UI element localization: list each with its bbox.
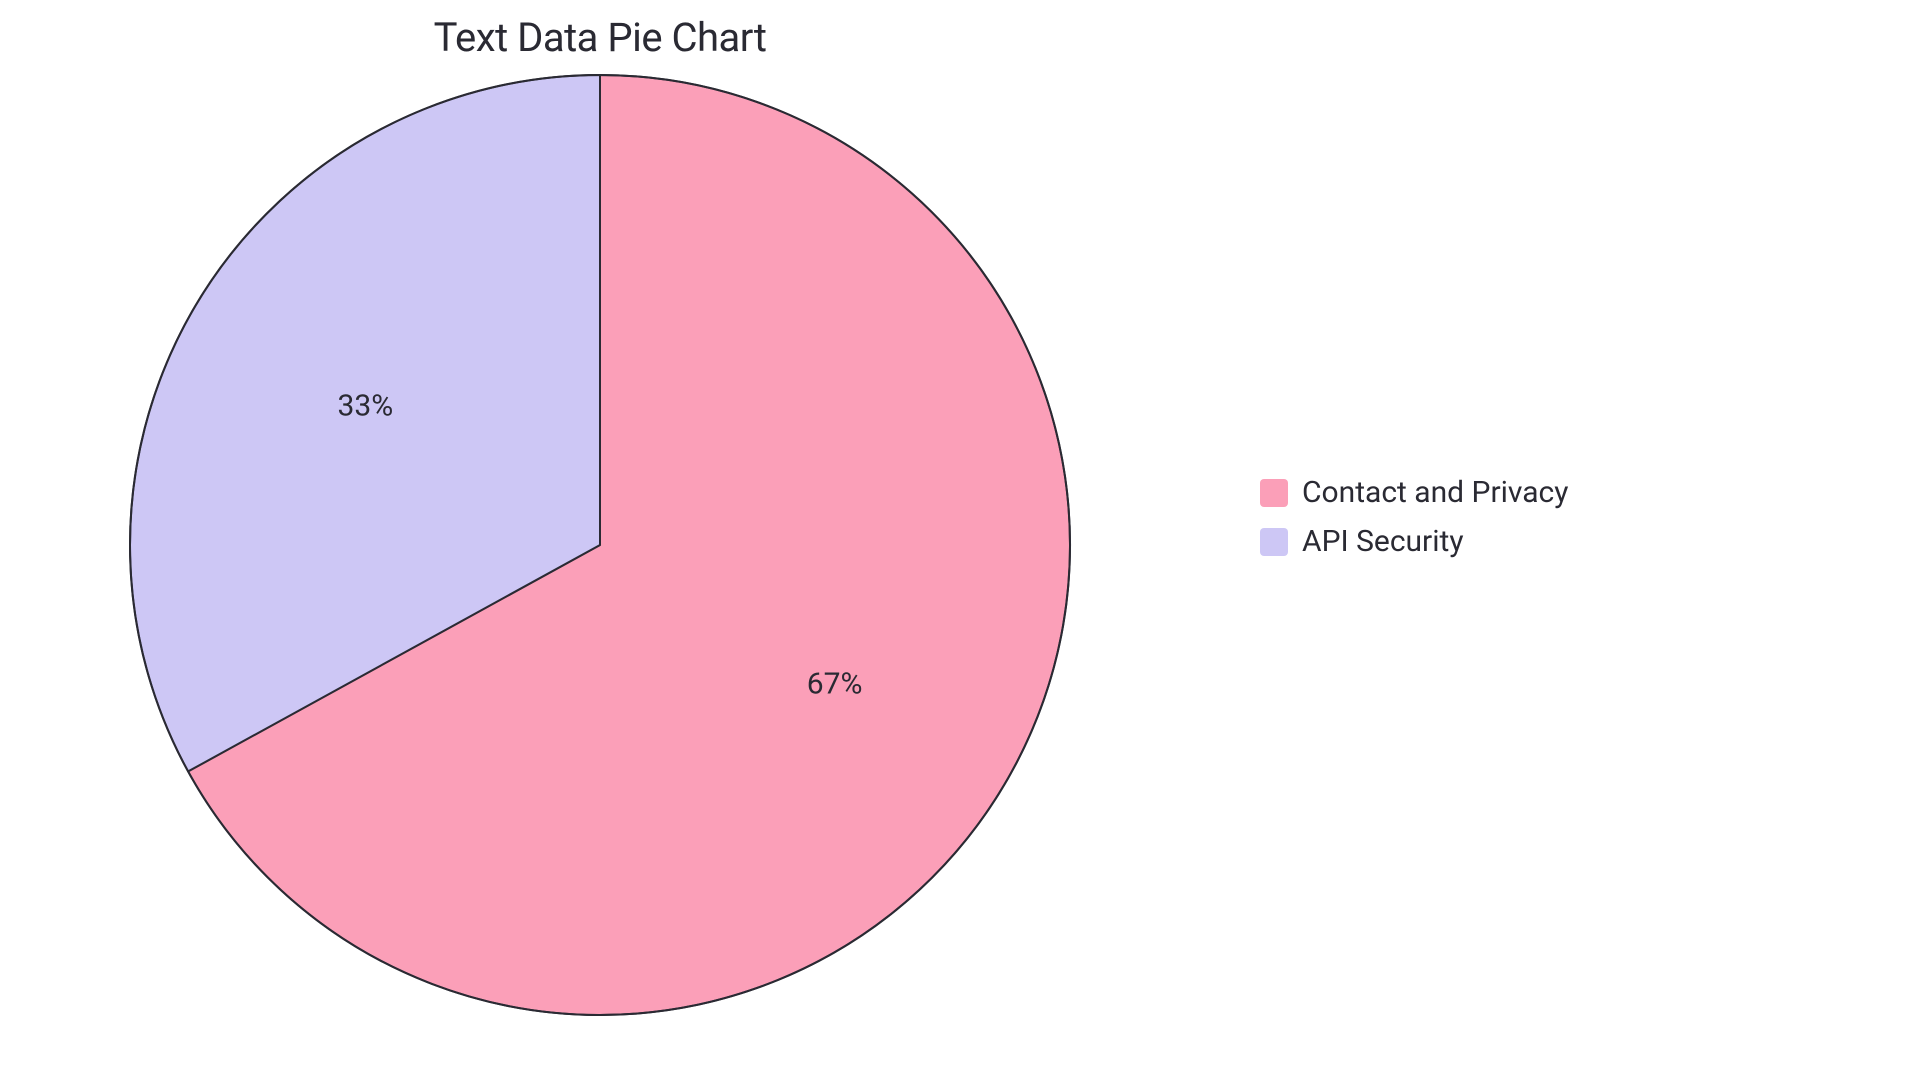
pie-chart [126,71,1074,1023]
legend-item: API Security [1260,524,1568,559]
legend-label: API Security [1302,524,1464,559]
legend-swatch [1260,479,1288,507]
pie-svg [126,71,1074,1019]
legend-item: Contact and Privacy [1260,475,1568,510]
chart-stage: Text Data Pie Chart Contact and Privacy A… [0,0,1920,1080]
legend-swatch [1260,528,1288,556]
legend-label: Contact and Privacy [1302,475,1568,510]
chart-title: Text Data Pie Chart [0,14,1200,61]
legend: Contact and Privacy API Security [1260,475,1568,559]
